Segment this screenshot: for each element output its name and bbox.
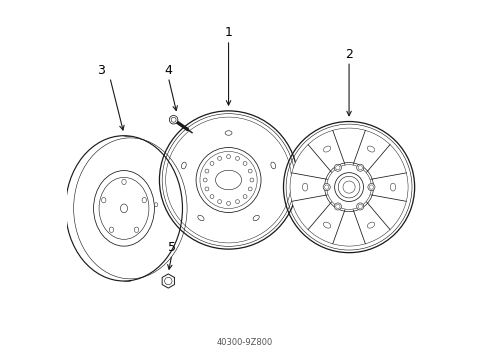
Circle shape	[210, 162, 214, 165]
Circle shape	[171, 117, 176, 122]
Ellipse shape	[109, 227, 113, 233]
Ellipse shape	[122, 179, 126, 185]
Ellipse shape	[389, 183, 395, 191]
Text: 4: 4	[164, 64, 172, 77]
Circle shape	[217, 200, 221, 203]
Circle shape	[357, 166, 362, 170]
Circle shape	[335, 204, 339, 208]
Circle shape	[323, 184, 329, 191]
Circle shape	[334, 203, 341, 210]
Circle shape	[334, 164, 341, 171]
Ellipse shape	[323, 146, 330, 152]
Ellipse shape	[366, 146, 374, 152]
Ellipse shape	[366, 222, 374, 228]
Ellipse shape	[198, 215, 203, 221]
Ellipse shape	[302, 183, 307, 191]
Circle shape	[356, 203, 363, 210]
Circle shape	[368, 185, 373, 189]
Circle shape	[248, 169, 252, 173]
Ellipse shape	[134, 227, 139, 233]
Ellipse shape	[142, 197, 146, 203]
Circle shape	[357, 204, 362, 208]
Circle shape	[204, 187, 208, 191]
Circle shape	[210, 195, 214, 198]
Ellipse shape	[154, 203, 158, 207]
Circle shape	[356, 164, 363, 171]
Circle shape	[335, 166, 339, 170]
Circle shape	[169, 116, 178, 124]
Circle shape	[203, 178, 207, 182]
Ellipse shape	[270, 162, 275, 169]
Circle shape	[226, 202, 230, 205]
Circle shape	[235, 157, 239, 160]
Circle shape	[204, 169, 208, 173]
Ellipse shape	[323, 222, 330, 228]
Circle shape	[248, 187, 252, 191]
Circle shape	[235, 200, 239, 203]
Circle shape	[217, 157, 221, 160]
Text: 3: 3	[97, 64, 104, 77]
Circle shape	[249, 178, 253, 182]
Circle shape	[243, 195, 246, 198]
Ellipse shape	[253, 215, 259, 221]
Text: 5: 5	[167, 241, 176, 254]
Text: 2: 2	[345, 48, 352, 61]
Circle shape	[367, 184, 374, 191]
Ellipse shape	[102, 197, 106, 203]
Text: 1: 1	[224, 26, 232, 39]
Ellipse shape	[99, 177, 149, 239]
Ellipse shape	[93, 171, 154, 246]
Text: 40300-9Z800: 40300-9Z800	[216, 338, 272, 347]
Circle shape	[289, 128, 407, 246]
Ellipse shape	[224, 131, 231, 135]
Circle shape	[226, 155, 230, 158]
Circle shape	[324, 185, 328, 189]
Circle shape	[164, 277, 172, 285]
Polygon shape	[162, 274, 174, 288]
Ellipse shape	[181, 162, 186, 169]
Ellipse shape	[215, 170, 241, 190]
Ellipse shape	[120, 204, 127, 213]
Circle shape	[243, 162, 246, 165]
